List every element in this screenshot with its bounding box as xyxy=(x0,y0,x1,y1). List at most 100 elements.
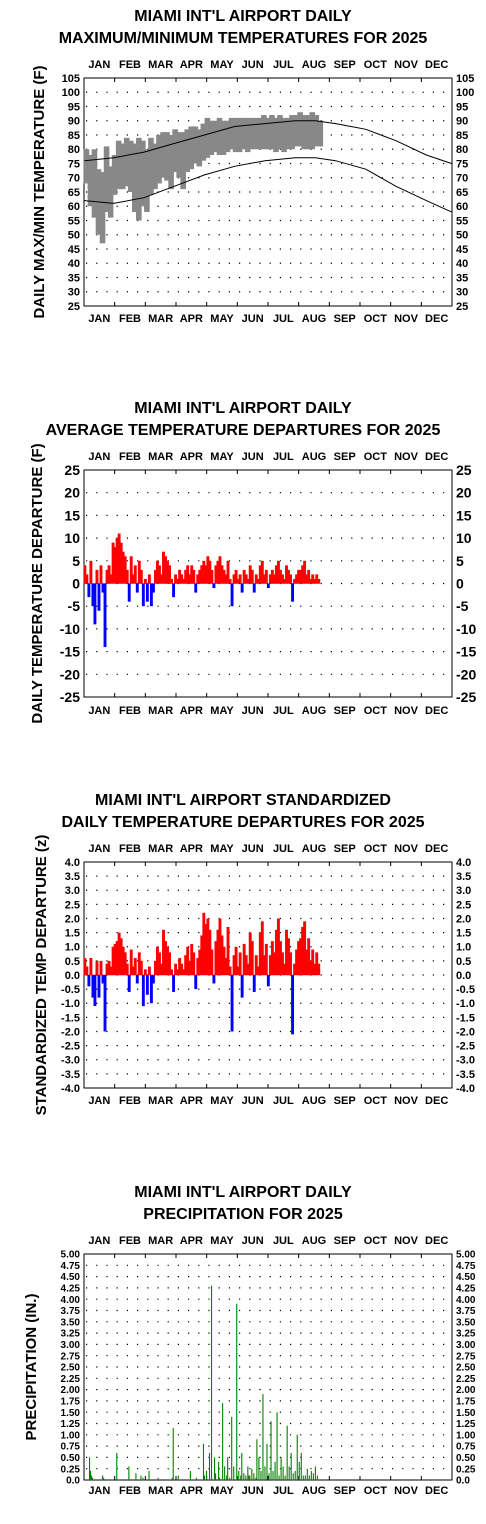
month-label-top: JUN xyxy=(242,1235,264,1247)
y-tick-label-left: 0.50 xyxy=(61,1453,81,1464)
positive-departure-bar xyxy=(303,560,307,584)
month-label-bottom: FEB xyxy=(119,705,141,717)
y-tick-label-right: 0.25 xyxy=(456,1464,476,1475)
observed-range-bar xyxy=(269,115,275,150)
month-label-top: OCT xyxy=(364,451,388,463)
positive-departure-bar xyxy=(158,952,161,975)
positive-departure-bar xyxy=(174,963,178,975)
month-label-bottom: MAY xyxy=(210,705,234,717)
observed-range-bar xyxy=(103,146,110,212)
temperature-departure-plot: JAN JAN FEB FEB MAR MAR APR APR MAY MAY JUN JUN JUL J… xyxy=(29,443,476,723)
y-tick-label-right: 0.0 xyxy=(456,970,471,982)
positive-departure-bar xyxy=(113,943,117,975)
y-tick-label-right: 2.5 xyxy=(456,899,471,911)
y-tick-label-right: 1.25 xyxy=(456,1419,476,1430)
positive-departure-bar xyxy=(95,569,99,584)
month-label-bottom: SEP xyxy=(334,705,356,717)
observed-range-bar xyxy=(111,154,118,195)
observed-range-bar xyxy=(297,112,303,147)
negative-departure-bar xyxy=(87,975,91,987)
departure-bars xyxy=(83,533,321,648)
positive-departure-bar xyxy=(254,574,258,584)
positive-departure-bar xyxy=(129,556,133,584)
y-tick-label-left: -15 xyxy=(60,644,80,660)
observed-range-bar xyxy=(115,140,122,190)
negative-departure-bar xyxy=(194,975,198,990)
month-label-top: DEC xyxy=(425,1235,448,1247)
month-label-top: SEP xyxy=(334,1235,356,1247)
y-tick-label-left: -2.0 xyxy=(61,1026,80,1038)
positive-departure-bar xyxy=(242,943,246,975)
y-tick-label-left: -25 xyxy=(60,689,80,705)
positive-departure-bar xyxy=(186,565,190,584)
month-label-bottom: APR xyxy=(180,705,203,717)
month-label-top: OCT xyxy=(364,59,388,71)
observed-range-bar xyxy=(285,117,291,150)
month-label-top: AUG xyxy=(302,1235,326,1247)
observed-range-bar xyxy=(293,115,299,147)
observed-range-bar xyxy=(107,166,114,218)
negative-departure-bar xyxy=(172,975,176,992)
y-tick-label-right: -25 xyxy=(456,689,476,705)
y-tick-label-right: 1.5 xyxy=(456,928,471,940)
y-tick-label-left: -10 xyxy=(60,621,80,637)
y-tick-label-right: 3.25 xyxy=(456,1329,476,1340)
positive-departure-bar xyxy=(287,938,290,975)
positive-departure-bar xyxy=(83,958,87,975)
negative-departure-bar xyxy=(194,583,198,593)
positive-departure-bar xyxy=(117,932,121,975)
positive-departure-bar xyxy=(305,574,309,584)
chart-title-line2: AVERAGE TEMPERATURE DEPARTURES FOR 2025 xyxy=(45,422,441,439)
negative-departure-bar xyxy=(252,975,256,992)
y-tick-label-left: 15 xyxy=(64,507,80,523)
month-label-top: AUG xyxy=(302,451,326,463)
observed-range-bar xyxy=(252,117,259,150)
positive-departure-bar xyxy=(119,938,123,975)
positive-departure-bar xyxy=(121,946,125,975)
month-label-bottom: JAN xyxy=(88,313,110,325)
positive-departure-bar xyxy=(166,560,169,584)
plot-frame xyxy=(83,1253,453,1481)
month-label-top: DEC xyxy=(425,843,448,855)
y-tick-label-right: 1.75 xyxy=(456,1397,476,1408)
y-tick-label-right: -5 xyxy=(456,598,469,614)
chart-title-line1: MIAMI INT'L AIRPORT STANDARDIZED xyxy=(95,792,391,809)
positive-departure-bar xyxy=(299,938,303,975)
month-label-bottom: APR xyxy=(180,1485,203,1497)
y-tick-label-left: 0.25 xyxy=(61,1464,81,1475)
positive-departure-bar xyxy=(115,941,119,975)
positive-departure-bar xyxy=(254,955,258,975)
positive-departure-bar xyxy=(137,560,141,584)
month-label-top: NOV xyxy=(394,843,419,855)
y-tick-label-right: -1.5 xyxy=(456,1012,475,1024)
y-tick-label-right: -15 xyxy=(456,644,476,660)
negative-departure-bar xyxy=(91,975,95,998)
y-tick-label-right: 4.0 xyxy=(456,857,471,869)
positive-departure-bar xyxy=(270,569,274,584)
month-label-top: JUN xyxy=(242,59,264,71)
observed-range-bar xyxy=(144,149,150,212)
positive-departure-bar xyxy=(198,949,202,975)
y-tick-label-right: -1.0 xyxy=(456,998,475,1010)
negative-departure-bar xyxy=(149,583,153,607)
positive-departure-bar xyxy=(260,560,264,584)
positive-departure-bar xyxy=(295,949,299,975)
positive-departure-bar xyxy=(109,574,113,584)
y-tick-label-left: -3.0 xyxy=(61,1055,80,1067)
month-label-bottom: NOV xyxy=(394,705,419,717)
positive-departure-bar xyxy=(198,569,202,584)
positive-departure-bar xyxy=(174,574,178,584)
positive-departure-bar xyxy=(258,565,262,584)
negative-departure-bar xyxy=(145,583,149,602)
observed-range-bar xyxy=(91,149,98,218)
y-tick-label-right: 95 xyxy=(456,101,468,113)
month-label-top: MAR xyxy=(148,843,173,855)
month-label-top: FEB xyxy=(119,1235,141,1247)
y-tick-label-left: -3.5 xyxy=(61,1069,80,1081)
y-tick-label-right: -20 xyxy=(456,666,476,682)
positive-departure-bar xyxy=(264,943,268,975)
y-tick-label-left: 90 xyxy=(68,116,80,128)
positive-departure-bar xyxy=(224,574,228,584)
y-axis-label: DAILY MAX/MIN TEMPERATURE (F) xyxy=(31,65,48,318)
positive-departure-bar xyxy=(311,949,315,975)
